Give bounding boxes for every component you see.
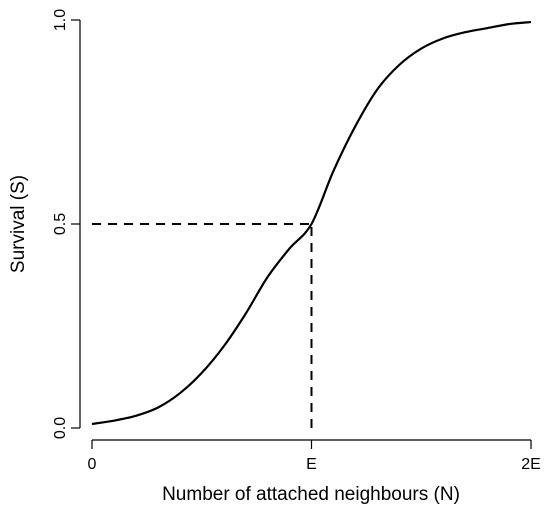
x-tick-label-1: E xyxy=(306,456,317,473)
y-tick-label-1: 0.5 xyxy=(52,213,69,235)
y-tick-label-2: 1.0 xyxy=(52,9,69,31)
y-ticks: 0.0 0.5 1.0 xyxy=(52,9,80,439)
x-tick-label-0: 0 xyxy=(88,456,97,473)
x-ticks: 0 E 2E xyxy=(88,440,541,473)
y-axis-label: Survival (S) xyxy=(8,175,29,273)
plot-area xyxy=(91,20,532,426)
x-tick-label-2: 2E xyxy=(521,456,541,473)
reference-lines xyxy=(92,223,313,428)
y-tick-label-0: 0.0 xyxy=(52,417,69,439)
axes xyxy=(79,20,531,441)
survival-curve-line xyxy=(91,20,532,426)
x-axis-label: Number of attached neighbours (N) xyxy=(162,484,460,505)
